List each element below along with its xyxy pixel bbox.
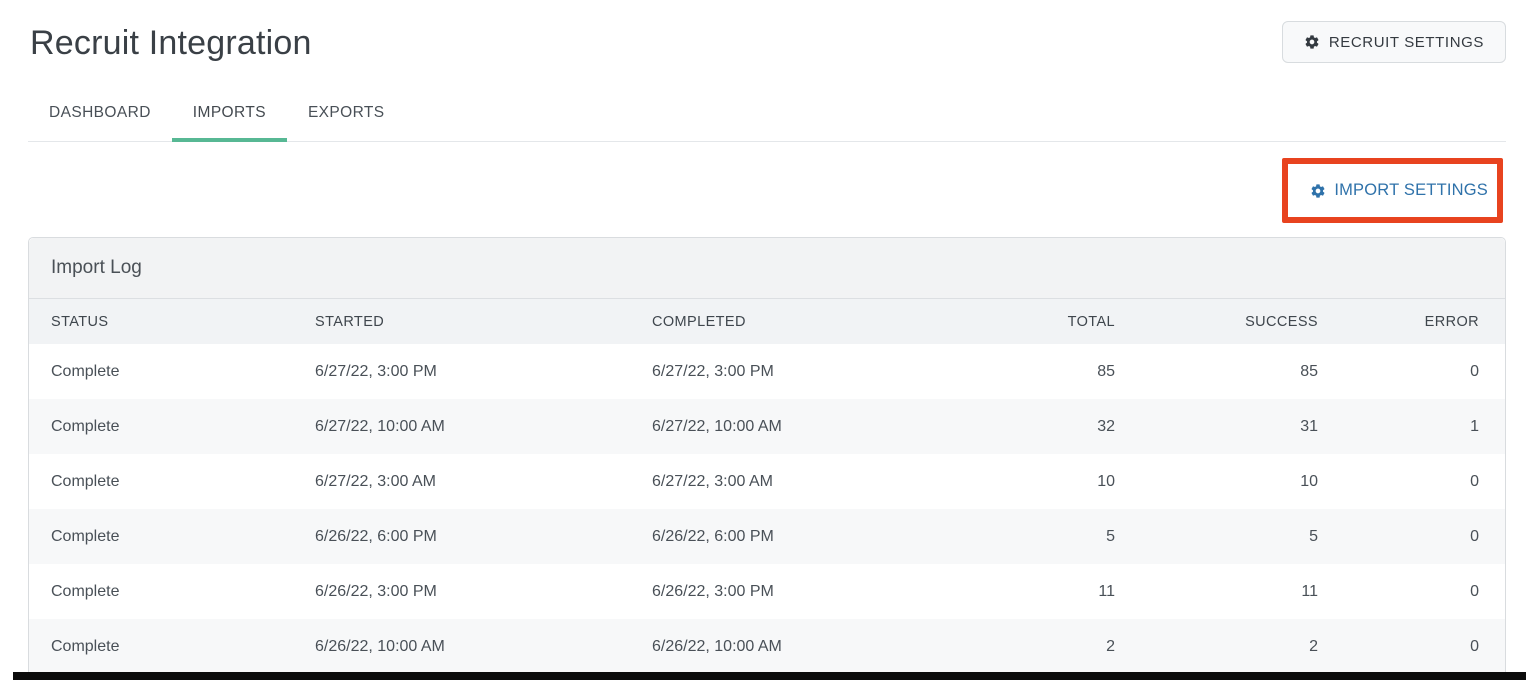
cell-started: 6/26/22, 10:00 AM (315, 637, 445, 655)
import-settings-label: IMPORT SETTINGS (1334, 181, 1488, 199)
cell-started: 6/26/22, 6:00 PM (315, 527, 437, 545)
column-header-status: STATUS (29, 299, 293, 344)
import-settings-link[interactable]: IMPORT SETTINGS (1310, 181, 1488, 200)
table-row: Complete 6/26/22, 6:00 PM 6/26/22, 6:00 … (29, 509, 1505, 564)
cell-error: 0 (1470, 362, 1479, 380)
cell-status: Complete (51, 637, 120, 655)
cell-started: 6/26/22, 3:00 PM (315, 582, 437, 600)
cell-success: 31 (1300, 417, 1318, 435)
imports-toolbar: IMPORT SETTINGS (28, 142, 1506, 237)
cell-status: Complete (51, 582, 120, 600)
column-header-error: ERROR (1344, 299, 1505, 344)
table-row: Complete 6/27/22, 10:00 AM 6/27/22, 10:0… (29, 399, 1505, 454)
recruit-settings-label: RECRUIT SETTINGS (1328, 33, 1484, 51)
column-header-total: TOTAL (971, 299, 1141, 344)
cell-started: 6/27/22, 3:00 PM (315, 362, 437, 380)
tab-exports[interactable]: EXPORTS (307, 104, 385, 121)
cell-status: Complete (51, 527, 120, 545)
cell-status: Complete (51, 472, 120, 490)
cell-error: 0 (1470, 472, 1479, 490)
cell-total: 11 (1098, 582, 1115, 600)
cell-total: 32 (1097, 417, 1115, 435)
cell-status: Complete (51, 417, 120, 435)
annotation-highlight-box: IMPORT SETTINGS (1282, 158, 1503, 223)
column-header-success: SUCCESS (1141, 299, 1344, 344)
cell-error: 0 (1470, 527, 1479, 545)
bottom-black-bar (13, 672, 1526, 680)
cell-success: 5 (1309, 527, 1318, 545)
cell-started: 6/27/22, 10:00 AM (315, 417, 445, 435)
page-title: Recruit Integration (30, 24, 312, 62)
table-header-row: STATUS STARTED COMPLETED TOTAL SUCCESS E… (29, 299, 1505, 344)
table-row: Complete 6/26/22, 3:00 PM 6/26/22, 3:00 … (29, 564, 1505, 619)
page-header: Recruit Integration RECRUIT SETTINGS (28, 0, 1506, 65)
cell-total: 2 (1106, 637, 1115, 655)
table-row: Complete 6/27/22, 3:00 PM 6/27/22, 3:00 … (29, 344, 1505, 399)
import-log-table: STATUS STARTED COMPLETED TOTAL SUCCESS E… (29, 299, 1505, 674)
tab-dashboard[interactable]: DASHBOARD (49, 104, 151, 121)
cell-error: 0 (1470, 582, 1479, 600)
cell-total: 5 (1106, 527, 1115, 545)
tab-imports[interactable]: IMPORTS (171, 98, 287, 142)
cell-completed: 6/26/22, 3:00 PM (652, 582, 774, 600)
cell-success: 85 (1300, 362, 1318, 380)
cell-status: Complete (51, 362, 120, 380)
cell-total: 10 (1097, 472, 1115, 490)
cell-completed: 6/27/22, 3:00 PM (652, 362, 774, 380)
gear-icon (1304, 34, 1320, 50)
cell-error: 1 (1470, 417, 1479, 435)
column-header-started: STARTED (293, 299, 630, 344)
table-row: Complete 6/27/22, 3:00 AM 6/27/22, 3:00 … (29, 454, 1505, 509)
cell-total: 85 (1097, 362, 1115, 380)
column-header-completed: COMPLETED (630, 299, 971, 344)
cell-error: 0 (1470, 637, 1479, 655)
cell-success: 2 (1309, 637, 1318, 655)
gear-icon (1310, 183, 1326, 199)
cell-completed: 6/26/22, 6:00 PM (652, 527, 774, 545)
table-row: Complete 6/26/22, 10:00 AM 6/26/22, 10:0… (29, 619, 1505, 674)
cell-success: 11 (1301, 582, 1318, 600)
recruit-settings-button[interactable]: RECRUIT SETTINGS (1281, 21, 1506, 63)
cell-completed: 6/27/22, 3:00 AM (652, 472, 773, 490)
import-log-panel: Import Log STATUS STARTED COMPLETED TOTA… (28, 237, 1506, 674)
tab-bar: DASHBOARD IMPORTS EXPORTS (28, 98, 1506, 142)
cell-completed: 6/27/22, 10:00 AM (652, 417, 782, 435)
cell-started: 6/27/22, 3:00 AM (315, 472, 436, 490)
cell-success: 10 (1300, 472, 1318, 490)
panel-title: Import Log (29, 238, 1505, 299)
cell-completed: 6/26/22, 10:00 AM (652, 637, 782, 655)
